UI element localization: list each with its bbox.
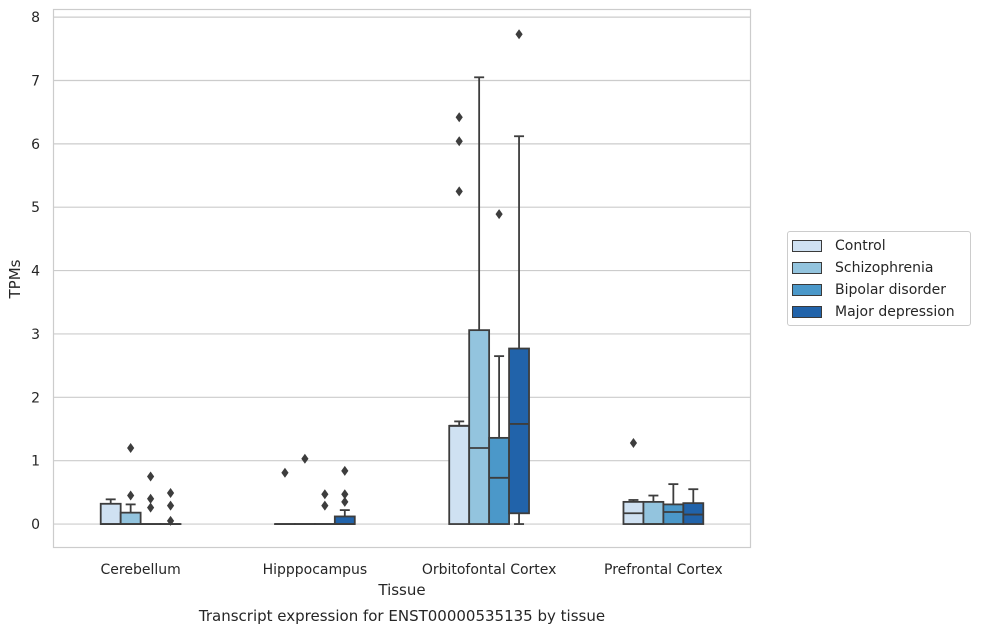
x-tick-label: Hipppocampus: [263, 562, 368, 578]
legend-item-control: Control: [792, 236, 886, 256]
legend-item-schizophrenia: Schizophrenia: [792, 258, 933, 278]
legend-swatch-schizophrenia: [792, 262, 822, 274]
box-body: [119, 511, 142, 525]
box-major-depression-orbitofontal-cortex: [508, 29, 530, 525]
outlier-point: [301, 453, 309, 464]
legend-label-major-depression: Major depression: [835, 304, 955, 320]
box-body: [468, 329, 491, 525]
outlier-point: [281, 467, 289, 478]
legend-item-major-depression: Major depression: [792, 302, 955, 322]
outlier-point: [147, 471, 155, 482]
box-control-orbitofontal-cortex: [448, 112, 471, 525]
chart-caption: Transcript expression for ENST0000053513…: [198, 607, 606, 625]
outlier-point: [341, 489, 349, 500]
legend-swatch-control: [792, 240, 822, 252]
y-tick-label: 8: [31, 10, 40, 26]
box-major-depression-prefrontal-cortex: [682, 488, 705, 525]
box-body: [488, 436, 510, 525]
legend-swatch-bipolar-disorder: [792, 284, 822, 296]
x-tick-labels: Cerebellum Hipppocampus Orbitofontal Corte…: [101, 562, 723, 578]
box-schizophrenia-cerebellum: [119, 443, 142, 525]
box-body: [333, 515, 356, 525]
legend-item-bipolar-disorder: Bipolar disorder: [792, 280, 946, 300]
box-major-depression-hipppocampus: [333, 465, 356, 525]
y-tick-label: 6: [31, 137, 40, 153]
box-control-hipppocampus: [274, 467, 296, 525]
y-tick-label: 4: [31, 264, 40, 280]
outlier-point: [166, 500, 175, 511]
outlier-point: [147, 493, 155, 504]
box-body: [508, 347, 530, 515]
plot-boxes: [99, 29, 705, 526]
y-tick-label: 1: [31, 454, 40, 470]
outlier-point: [629, 437, 638, 448]
x-axis-label: Tissue: [377, 581, 425, 599]
box-control-cerebellum: [99, 498, 122, 525]
outlier-point: [127, 490, 135, 501]
outlier-point: [321, 500, 329, 511]
y-tick-label: 3: [31, 327, 40, 343]
outlier-point: [455, 136, 463, 147]
box-bipolar-disorder-orbitofontal-cortex: [488, 209, 510, 525]
box-schizophrenia-prefrontal-cortex: [642, 494, 665, 525]
x-tick-label: Orbitofontal Cortex: [422, 562, 557, 578]
outlier-point: [455, 186, 463, 197]
y-gridlines: [53, 16, 751, 525]
legend: Control Schizophrenia Bipolar disorder M…: [787, 231, 971, 326]
legend-label-control: Control: [835, 238, 886, 254]
outlier-point: [166, 515, 175, 526]
box-schizophrenia-hipppocampus: [294, 453, 316, 525]
box-bipolar-disorder-prefrontal-cortex: [662, 483, 685, 525]
y-tick-label: 5: [31, 200, 40, 216]
outlier-point: [455, 112, 463, 123]
legend-swatch-major-depression: [792, 306, 822, 318]
box-schizophrenia-orbitofontal-cortex: [468, 76, 491, 525]
outlier-point: [495, 209, 503, 220]
y-tick-labels: 0 1 2 3 4 5 6 7 8: [31, 10, 40, 533]
x-tick-label: Cerebellum: [101, 562, 181, 578]
box-body: [642, 500, 665, 525]
box-body: [99, 502, 122, 525]
outlier-point: [147, 502, 155, 513]
legend-label-bipolar-disorder: Bipolar disorder: [835, 282, 947, 298]
y-tick-label: 7: [31, 73, 40, 89]
y-tick-label: 0: [31, 517, 40, 533]
box-bipolar-disorder-hipppocampus: [313, 489, 336, 525]
outlier-point: [127, 443, 135, 454]
y-tick-label: 2: [31, 390, 40, 406]
outlier-point: [321, 489, 329, 500]
outlier-point: [166, 488, 175, 499]
box-bipolar-disorder-cerebellum: [139, 471, 162, 525]
outlier-point: [515, 29, 523, 40]
box-body: [448, 424, 471, 525]
box-body: [682, 502, 705, 525]
box-major-depression-cerebellum: [159, 488, 182, 526]
box-body: [662, 503, 685, 525]
box-control-prefrontal-cortex: [622, 437, 645, 525]
outlier-point: [341, 496, 349, 507]
y-axis-label: TPMs: [6, 259, 24, 299]
outlier-point: [341, 465, 349, 476]
plot-frame: [52, 8, 752, 549]
legend-label-schizophrenia: Schizophrenia: [835, 260, 934, 276]
x-tick-label: Prefrontal Cortex: [604, 562, 723, 578]
